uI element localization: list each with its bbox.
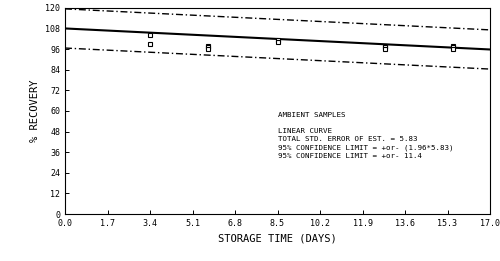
Y-axis label: % RECOVERY: % RECOVERY — [30, 80, 40, 142]
Text: AMBIENT SAMPLES

LINEAR CURVE
TOTAL STD. ERROR OF EST. = 5.83
95% CONFIDENCE LIM: AMBIENT SAMPLES LINEAR CURVE TOTAL STD. … — [278, 112, 453, 159]
X-axis label: STORAGE TIME (DAYS): STORAGE TIME (DAYS) — [218, 233, 337, 244]
